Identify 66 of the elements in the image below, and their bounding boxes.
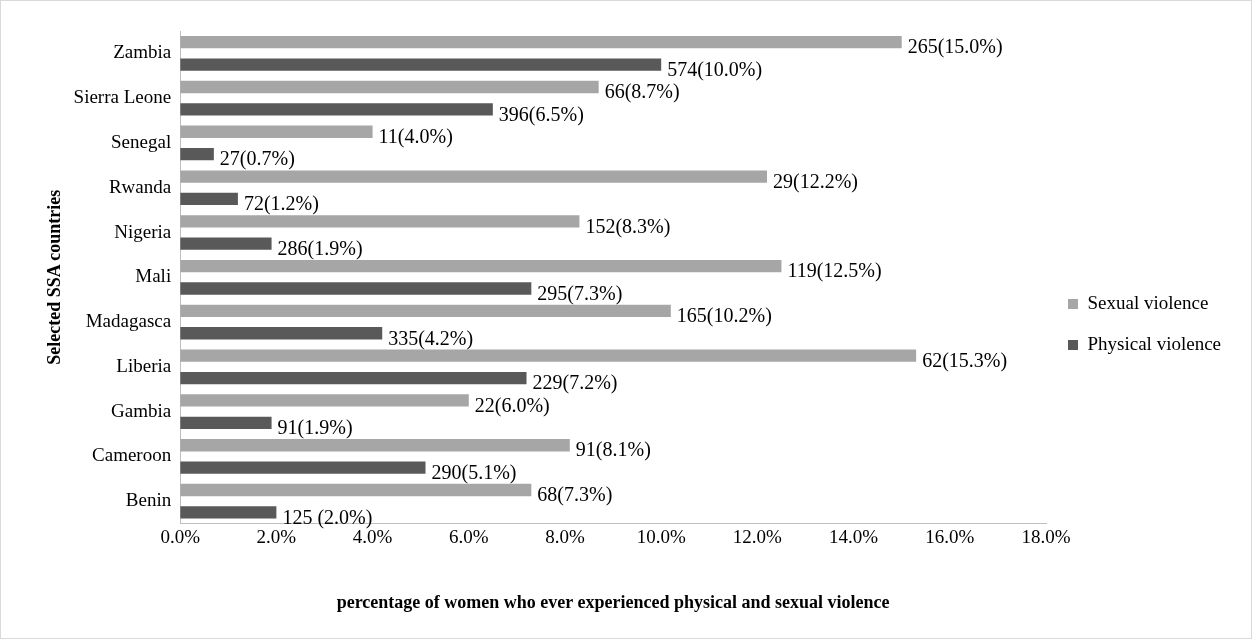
x-tick-label: 8.0% — [545, 525, 585, 547]
bar — [180, 439, 570, 452]
bar — [180, 483, 532, 497]
bar — [180, 282, 532, 295]
data-label: 152(8.3%) — [585, 214, 671, 238]
y-tick-label: Benin — [125, 489, 172, 511]
bar — [180, 461, 426, 474]
x-axis-title: percentage of women who ever experienced physical and sexual violence — [336, 591, 890, 612]
bar — [180, 58, 662, 71]
data-label: 66(8.7%) — [604, 80, 680, 104]
x-tick-label: 12.0% — [732, 525, 783, 547]
data-label: 295(7.3%) — [537, 281, 623, 305]
x-tick-label: 0.0% — [160, 525, 201, 547]
bar — [180, 192, 238, 206]
data-label: 119(12.5%) — [787, 259, 882, 283]
data-label: 286(1.9%) — [277, 236, 363, 260]
data-label: 574(10.0%) — [667, 57, 763, 81]
bar — [180, 125, 373, 138]
bar — [180, 416, 272, 429]
bar — [180, 36, 902, 49]
legend-label: Sexual violence — [1087, 291, 1209, 313]
bar — [180, 371, 527, 385]
x-tick-label: 16.0% — [925, 525, 975, 547]
bar — [180, 327, 383, 340]
data-label: 68(7.3%) — [537, 483, 613, 507]
y-tick-label: Cameroon — [92, 444, 172, 466]
bar — [180, 147, 214, 161]
y-tick-label: Sierra Leone — [73, 86, 172, 108]
bar — [180, 394, 469, 407]
data-label: 11(4.0%) — [378, 125, 453, 149]
x-tick-label: 10.0% — [636, 525, 686, 547]
bar — [180, 80, 599, 94]
data-label: 29(12.2%) — [773, 169, 859, 193]
data-label: 265(15.0%) — [907, 35, 1003, 59]
y-tick-label: Gambia — [111, 399, 172, 421]
data-label: 165(10.2%) — [676, 304, 772, 328]
y-tick-label: Madagasca — [85, 310, 172, 332]
y-tick-label: Mali — [135, 265, 172, 287]
y-tick-label: Liberia — [116, 354, 172, 376]
bar — [180, 506, 277, 519]
y-tick-label: Zambia — [113, 41, 172, 63]
data-label: 335(4.2%) — [388, 326, 474, 350]
bar — [180, 170, 768, 183]
bar — [180, 215, 580, 228]
data-label: 72(1.2%) — [243, 192, 319, 216]
bar — [180, 304, 671, 318]
data-label: 396(6.5%) — [498, 102, 584, 126]
y-tick-label: Senegal — [111, 130, 172, 152]
data-label: 27(0.7%) — [219, 147, 295, 171]
y-tick-label: Nigeria — [114, 220, 172, 242]
data-label: 290(5.1%) — [431, 460, 517, 484]
data-label: 91(1.9%) — [277, 416, 353, 440]
legend-label: Physical violence — [1087, 332, 1222, 354]
bar — [180, 103, 493, 116]
y-tick-label: Rwanda — [108, 175, 172, 197]
bar — [180, 259, 782, 273]
x-tick-label: 14.0% — [829, 525, 879, 547]
x-tick-label: 18.0% — [1021, 525, 1071, 547]
bar — [180, 237, 272, 250]
y-axis-title: Selected SSA countries — [44, 189, 65, 365]
data-label: 62(15.3%) — [922, 348, 1008, 372]
data-label: 91(8.1%) — [575, 438, 651, 462]
bar — [180, 349, 917, 362]
data-label: 229(7.2%) — [532, 371, 618, 395]
x-tick-label: 6.0% — [449, 525, 489, 547]
data-label: 22(6.0%) — [474, 393, 550, 417]
